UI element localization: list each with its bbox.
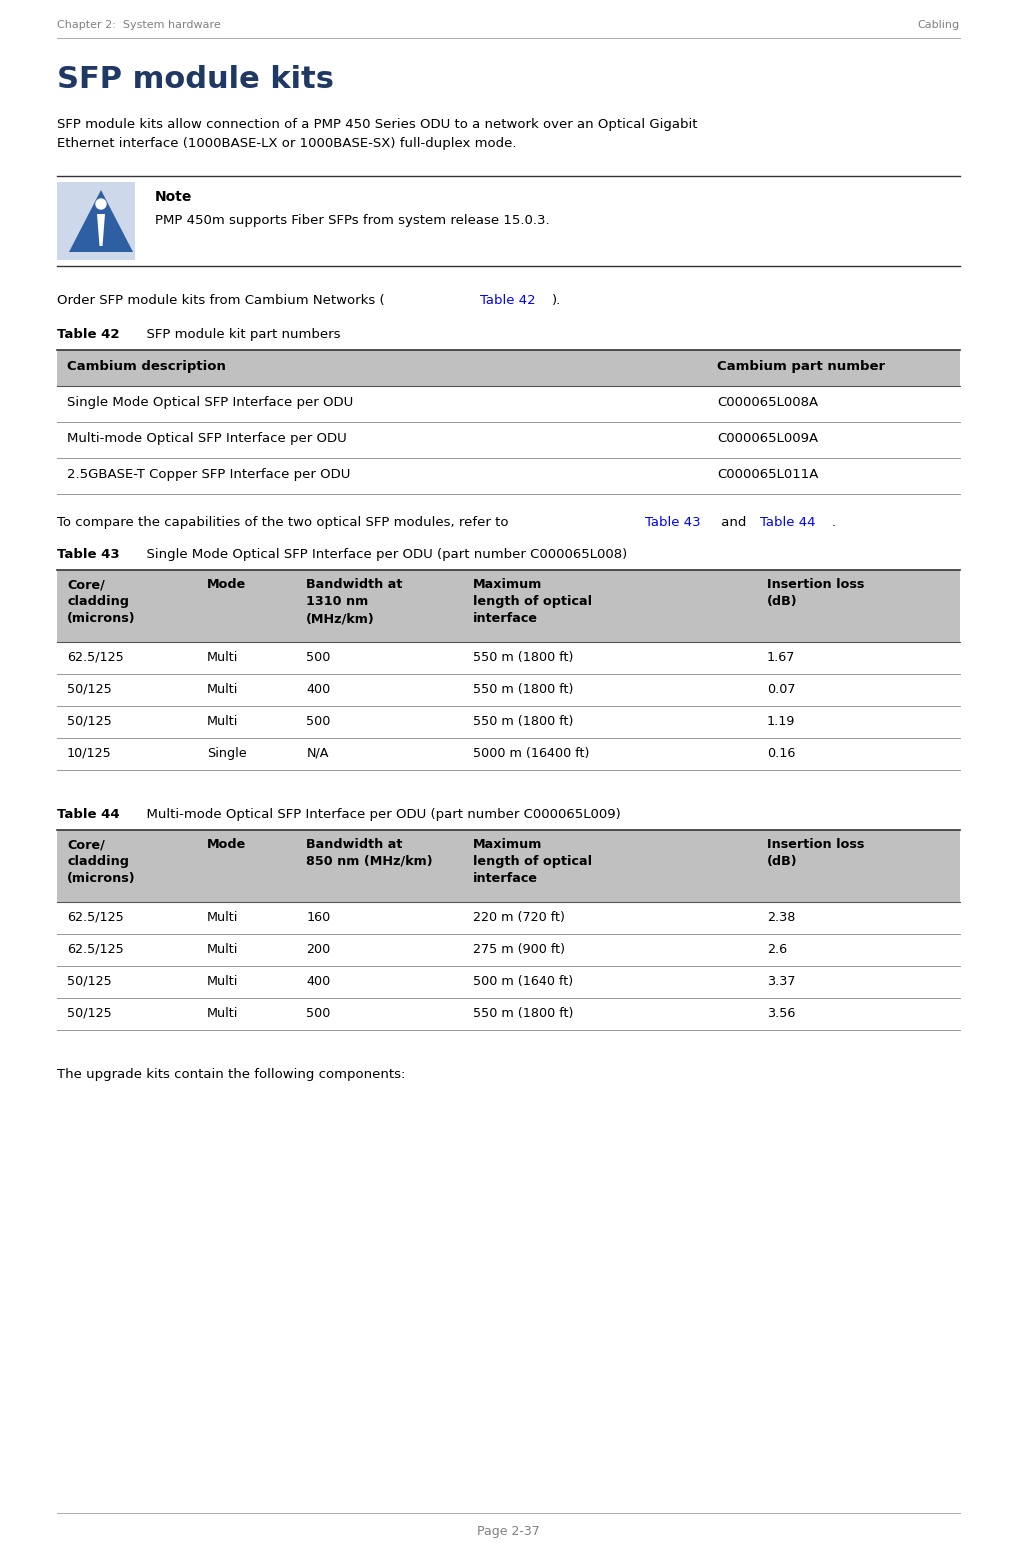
Text: 400: 400 [306, 975, 331, 987]
Text: 400: 400 [306, 683, 331, 697]
Text: Mode: Mode [207, 838, 246, 851]
Text: 3.56: 3.56 [767, 1008, 795, 1020]
Text: 50/125: 50/125 [67, 1008, 112, 1020]
Text: Page 2-37: Page 2-37 [477, 1525, 540, 1538]
Circle shape [96, 199, 106, 208]
Text: Maximum
length of optical
interface: Maximum length of optical interface [473, 578, 593, 625]
Text: 500: 500 [306, 715, 331, 728]
Text: 5000 m (16400 ft): 5000 m (16400 ft) [473, 746, 590, 760]
Text: Bandwidth at
1310 nm
(MHz/km): Bandwidth at 1310 nm (MHz/km) [306, 578, 403, 625]
Text: 62.5/125: 62.5/125 [67, 911, 124, 924]
Bar [57, 830, 960, 902]
Polygon shape [69, 190, 133, 252]
Text: Maximum
length of optical
interface: Maximum length of optical interface [473, 838, 593, 885]
Text: Multi-mode Optical SFP Interface per ODU (part number C000065L009): Multi-mode Optical SFP Interface per ODU… [138, 809, 620, 821]
Text: 62.5/125: 62.5/125 [67, 942, 124, 956]
Text: Note: Note [155, 190, 192, 204]
Text: 550 m (1800 ft): 550 m (1800 ft) [473, 715, 574, 728]
Text: Table 42: Table 42 [57, 328, 120, 341]
Text: The upgrade kits contain the following components:: The upgrade kits contain the following c… [57, 1068, 406, 1081]
Text: Multi: Multi [207, 942, 238, 956]
Text: SFP module kits: SFP module kits [57, 65, 334, 93]
Text: 200: 200 [306, 942, 331, 956]
Text: Single Mode Optical SFP Interface per ODU (part number C000065L008): Single Mode Optical SFP Interface per OD… [138, 547, 627, 561]
Text: Cambium part number: Cambium part number [717, 361, 885, 373]
Text: 50/125: 50/125 [67, 975, 112, 987]
Text: PMP 450m supports Fiber SFPs from system release 15.0.3.: PMP 450m supports Fiber SFPs from system… [155, 215, 549, 227]
Text: 0.07: 0.07 [767, 683, 795, 697]
Text: 62.5/125: 62.5/125 [67, 652, 124, 664]
Text: Multi: Multi [207, 652, 238, 664]
Polygon shape [97, 215, 105, 246]
Text: 3.37: 3.37 [767, 975, 795, 987]
Text: SFP module kit part numbers: SFP module kit part numbers [137, 328, 340, 341]
Bar [57, 182, 135, 260]
Text: Chapter 2:  System hardware: Chapter 2: System hardware [57, 20, 221, 30]
Text: Cabling: Cabling [918, 20, 960, 30]
Bar [57, 350, 960, 386]
Text: Table 44: Table 44 [57, 809, 120, 821]
Text: Multi: Multi [207, 911, 238, 924]
Text: Ethernet interface (1000BASE-LX or 1000BASE-SX) full-duplex mode.: Ethernet interface (1000BASE-LX or 1000B… [57, 137, 517, 149]
Text: Mode: Mode [207, 578, 246, 591]
Text: Table 42: Table 42 [480, 294, 535, 306]
Text: C000065L009A: C000065L009A [717, 432, 819, 445]
Text: 160: 160 [306, 911, 331, 924]
Text: 550 m (1800 ft): 550 m (1800 ft) [473, 683, 574, 697]
Text: Core/
cladding
(microns): Core/ cladding (microns) [67, 578, 135, 625]
Text: .: . [832, 516, 836, 529]
Text: 2.5GBASE-T Copper SFP Interface per ODU: 2.5GBASE-T Copper SFP Interface per ODU [67, 468, 351, 480]
Text: Multi: Multi [207, 715, 238, 728]
Text: ).: ). [551, 294, 560, 306]
Text: and: and [717, 516, 751, 529]
Text: C000065L008A: C000065L008A [717, 397, 819, 409]
Text: Table 44: Table 44 [761, 516, 816, 529]
Text: C000065L011A: C000065L011A [717, 468, 819, 480]
Text: 550 m (1800 ft): 550 m (1800 ft) [473, 652, 574, 664]
Text: SFP module kits allow connection of a PMP 450 Series ODU to a network over an Op: SFP module kits allow connection of a PM… [57, 118, 698, 131]
Text: 10/125: 10/125 [67, 746, 112, 760]
Text: 0.16: 0.16 [767, 746, 795, 760]
Text: Table 43: Table 43 [645, 516, 701, 529]
Text: Multi-mode Optical SFP Interface per ODU: Multi-mode Optical SFP Interface per ODU [67, 432, 347, 445]
Text: Multi: Multi [207, 975, 238, 987]
Text: 1.67: 1.67 [767, 652, 795, 664]
Text: N/A: N/A [306, 746, 328, 760]
Text: 2.38: 2.38 [767, 911, 795, 924]
Text: 50/125: 50/125 [67, 715, 112, 728]
Text: Multi: Multi [207, 1008, 238, 1020]
Text: 500 m (1640 ft): 500 m (1640 ft) [473, 975, 574, 987]
Text: 500: 500 [306, 1008, 331, 1020]
Text: 50/125: 50/125 [67, 683, 112, 697]
Text: Cambium description: Cambium description [67, 361, 226, 373]
Text: 550 m (1800 ft): 550 m (1800 ft) [473, 1008, 574, 1020]
Text: Core/
cladding
(microns): Core/ cladding (microns) [67, 838, 135, 885]
Bar [57, 571, 960, 642]
Text: Bandwidth at
850 nm (MHz/km): Bandwidth at 850 nm (MHz/km) [306, 838, 433, 868]
Text: 1.19: 1.19 [767, 715, 795, 728]
Text: 275 m (900 ft): 275 m (900 ft) [473, 942, 565, 956]
Text: 220 m (720 ft): 220 m (720 ft) [473, 911, 565, 924]
Text: Multi: Multi [207, 683, 238, 697]
Text: Single: Single [207, 746, 246, 760]
Text: Insertion loss
(dB): Insertion loss (dB) [767, 838, 864, 868]
Text: Table 43: Table 43 [57, 547, 120, 561]
Text: Single Mode Optical SFP Interface per ODU: Single Mode Optical SFP Interface per OD… [67, 397, 353, 409]
Text: Order SFP module kits from Cambium Networks (: Order SFP module kits from Cambium Netwo… [57, 294, 384, 306]
Text: Insertion loss
(dB): Insertion loss (dB) [767, 578, 864, 608]
Text: 2.6: 2.6 [767, 942, 787, 956]
Text: 500: 500 [306, 652, 331, 664]
Text: To compare the capabilities of the two optical SFP modules, refer to: To compare the capabilities of the two o… [57, 516, 513, 529]
